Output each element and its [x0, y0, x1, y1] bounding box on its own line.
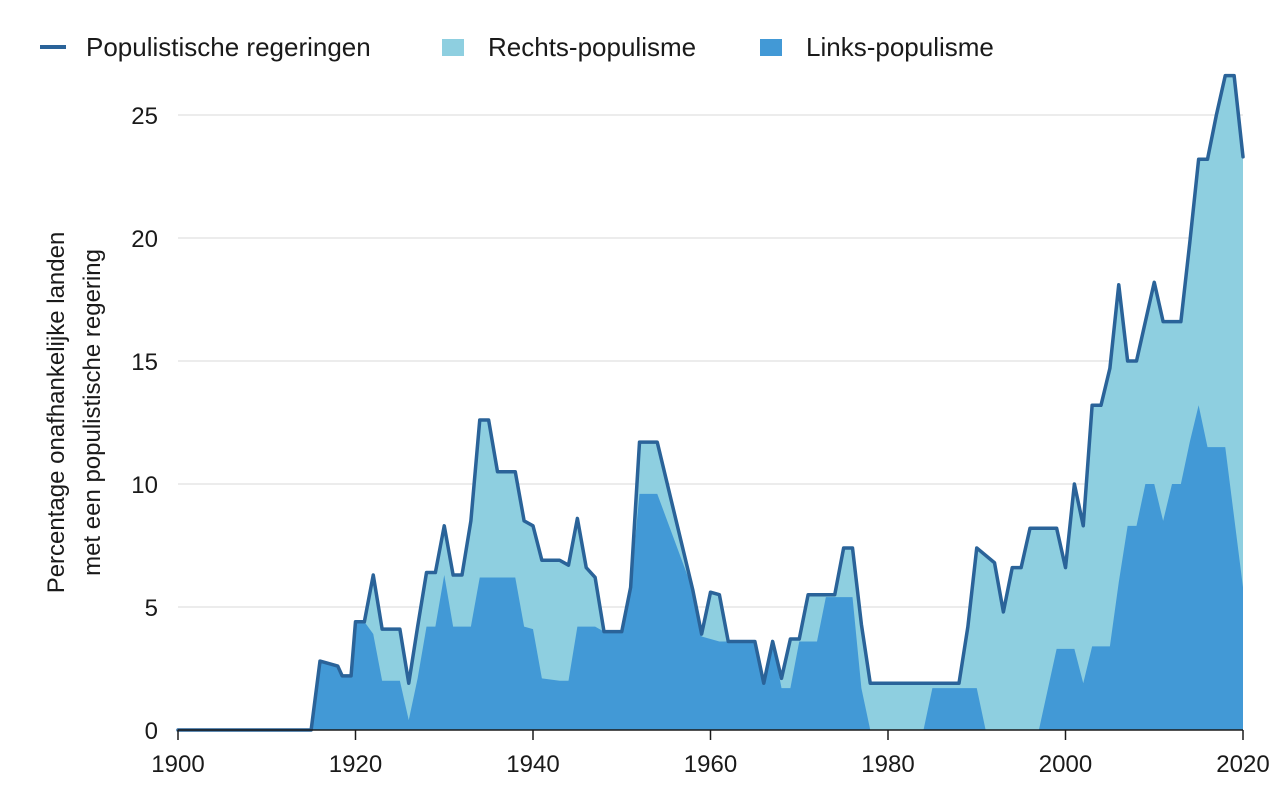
legend-item-right: Rechts-populisme	[442, 32, 696, 62]
legend-label-left: Links-populisme	[806, 32, 994, 62]
legend-swatch-right	[442, 39, 464, 56]
x-tick-label-2020: 2020	[1216, 751, 1269, 778]
x-tick-label-1920: 1920	[329, 751, 382, 778]
area-rechts-populisme	[178, 75, 1243, 730]
y-tick-label-25: 25	[131, 103, 158, 130]
x-tick-label-1900: 1900	[151, 751, 204, 778]
gridlines	[178, 114, 1243, 608]
x-tick-label-1980: 1980	[861, 751, 914, 778]
legend-label-right: Rechts-populisme	[488, 32, 696, 62]
x-tick-label-1940: 1940	[506, 751, 559, 778]
y-axis-label: Percentage onafhankelijke landen met een …	[43, 232, 106, 594]
x-tick-label-2000: 2000	[1039, 751, 1092, 778]
legend: Populistische regeringen Rechts-populisme…	[40, 32, 994, 62]
y-axis-label-line-1: Percentage onafhankelijke landen	[43, 232, 70, 594]
legend-item-left: Links-populisme	[760, 32, 994, 62]
tick-labels: 1900 1920 1940 1960 1980 2000 2020 0 5 10 15 20 25	[131, 103, 1269, 778]
y-axis-label-line-2: met een populistische regering	[79, 249, 106, 576]
line-populistische-regeringen	[176, 73, 1245, 732]
y-tick-label-20: 20	[131, 226, 158, 253]
area-links-populisme	[178, 405, 1243, 730]
legend-swatch-left	[760, 39, 782, 56]
y-tick-label-0: 0	[145, 718, 158, 745]
legend-label-total: Populistische regeringen	[86, 32, 371, 62]
y-tick-label-10: 10	[131, 472, 158, 499]
y-tick-label-5: 5	[145, 595, 158, 622]
axes	[177, 729, 1244, 740]
y-tick-label-15: 15	[131, 349, 158, 376]
x-tick-label-1960: 1960	[684, 751, 737, 778]
plot-areas	[176, 73, 1245, 732]
legend-item-total: Populistische regeringen	[40, 32, 371, 62]
